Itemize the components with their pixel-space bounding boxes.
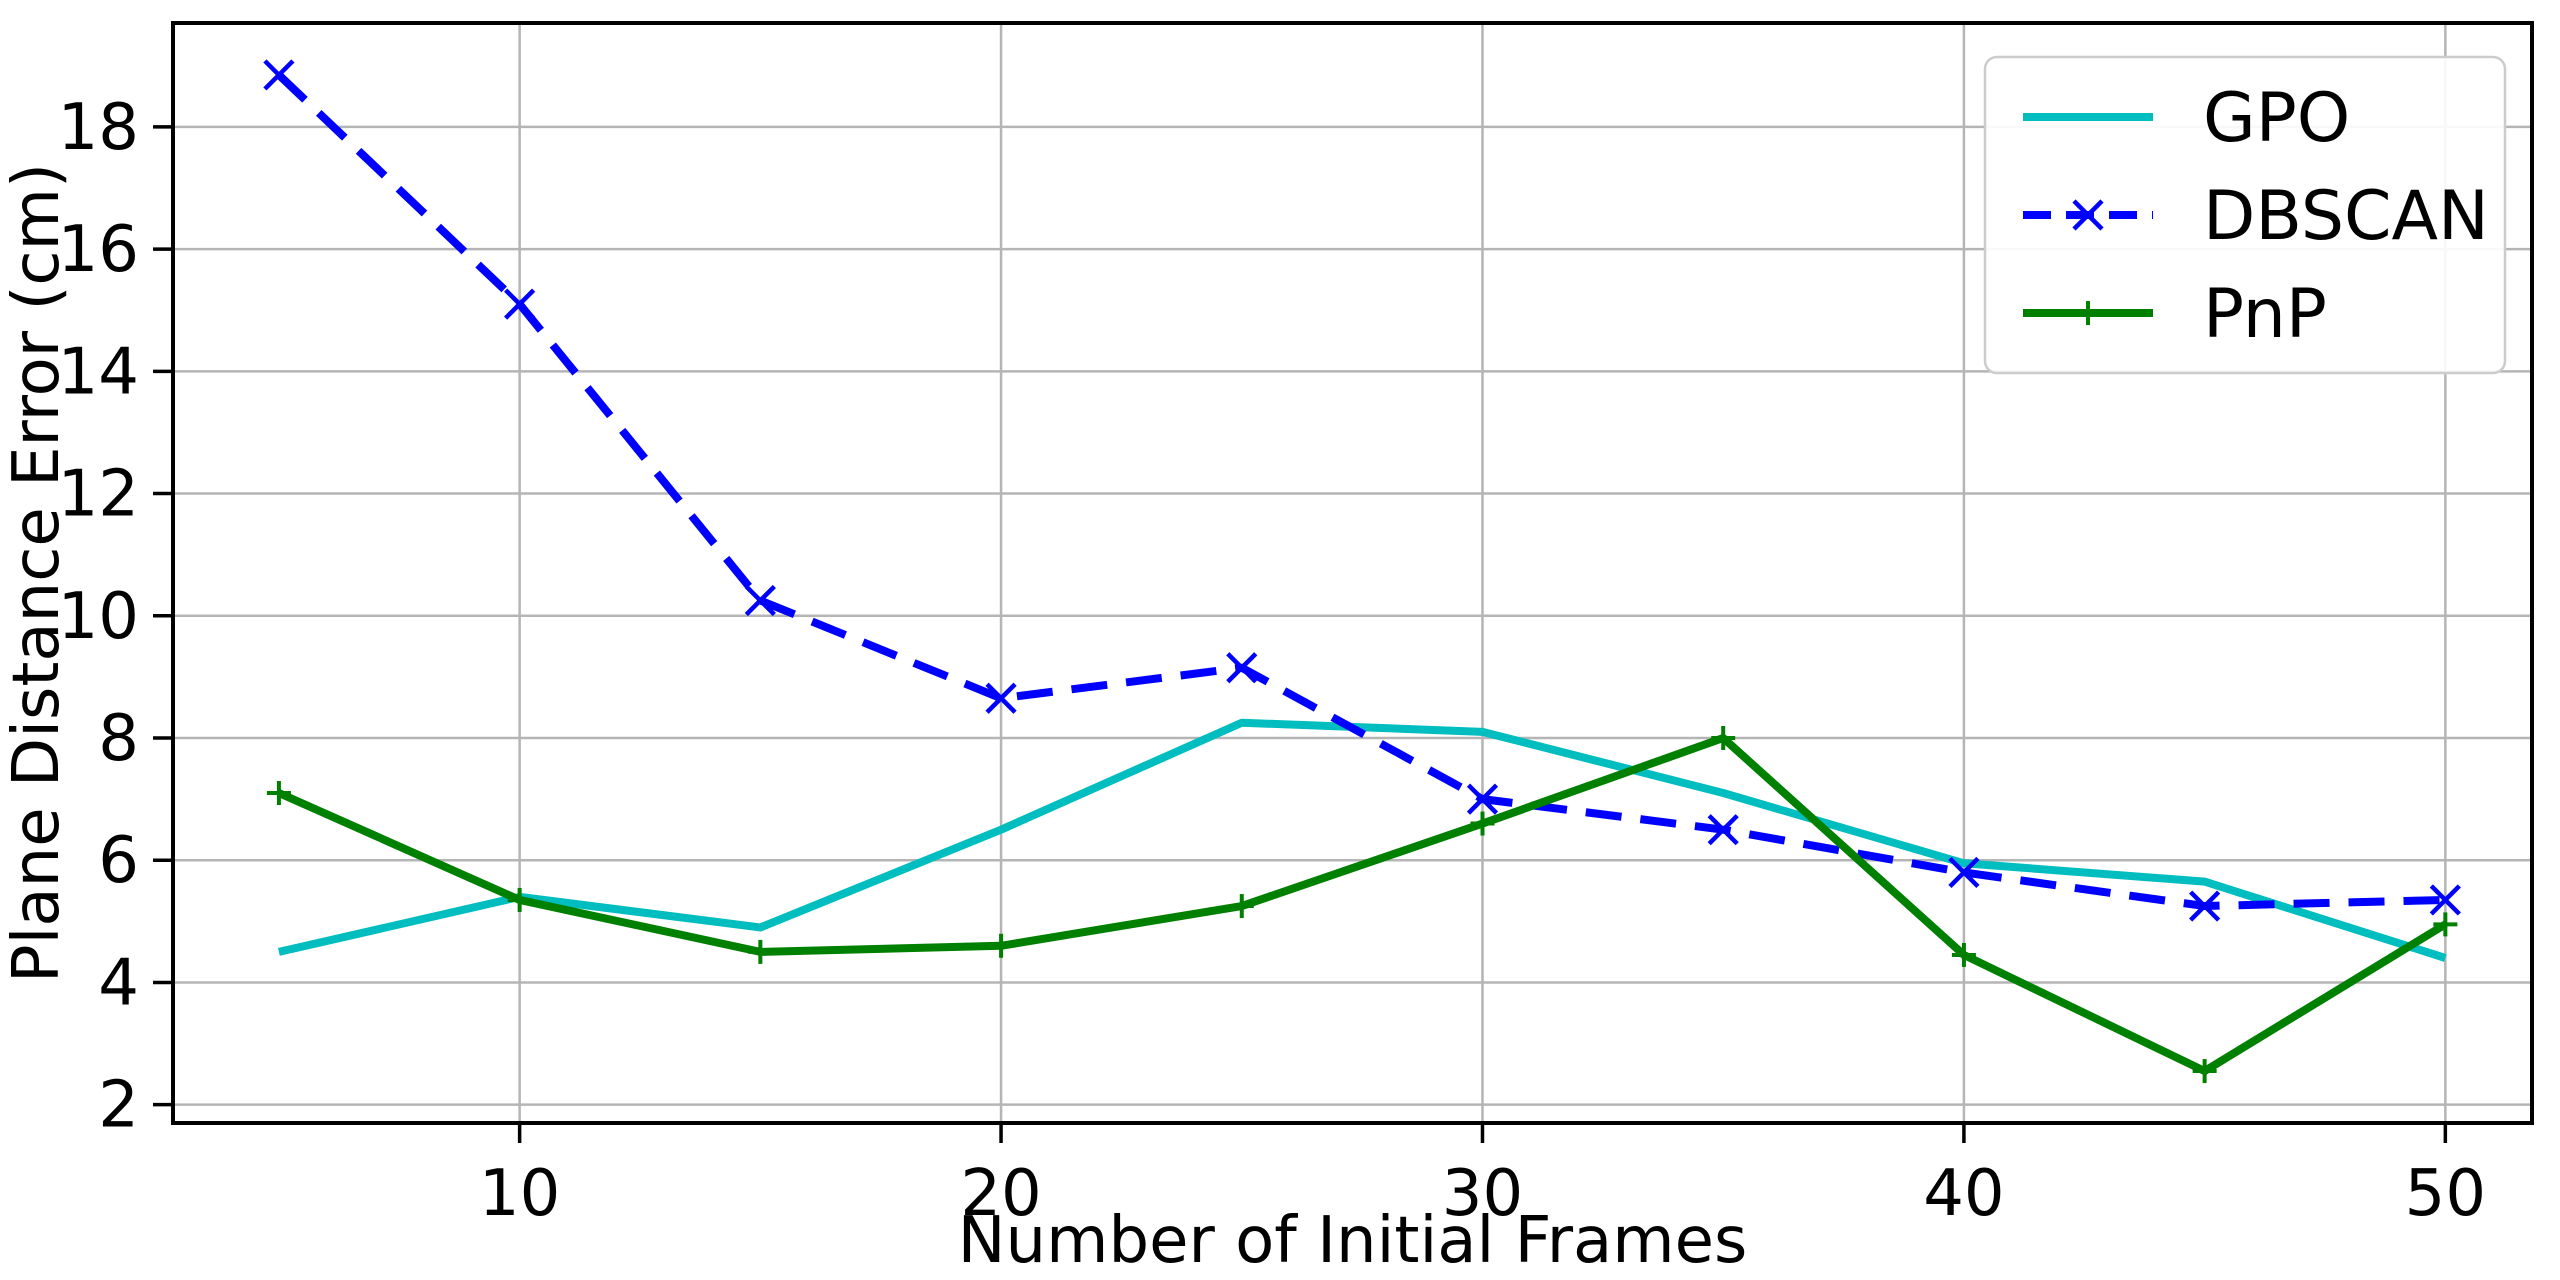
y-tick-label: 10 — [58, 580, 139, 654]
x-axis-title: Number of Initial Frames — [958, 1204, 1748, 1278]
legend-item-gpo: GPO — [2023, 79, 2350, 158]
data-point-marker-dbscan — [1466, 783, 1499, 815]
x-tick-label: 10 — [479, 1157, 560, 1231]
grid-layer — [173, 23, 2532, 1123]
x-tick-label: 40 — [1923, 1157, 2004, 1231]
y-tick-label: 8 — [98, 702, 139, 776]
y-tick-label: 12 — [58, 458, 139, 532]
y-tick-label: 6 — [98, 824, 139, 898]
legend-item-pnp: PnP — [2023, 275, 2327, 354]
legend-label: GPO — [2203, 79, 2350, 158]
y-tick-label: 2 — [98, 1069, 139, 1143]
y-tick-label: 4 — [98, 946, 139, 1020]
y-axis-title: Plane Distance Error (cm) — [0, 163, 74, 983]
data-point-marker-dbscan — [1707, 814, 1739, 846]
series-line-dbscan — [276, 72, 2446, 911]
x-tick-label: 30 — [1442, 1157, 1523, 1231]
tick-layer: 2 4 6 8 10 12 14 16 18 10 20 30 40 50 — [58, 91, 2486, 1231]
data-point-marker-dbscan — [2429, 884, 2461, 916]
series-gpo — [278, 718, 2447, 962]
series-layer — [263, 59, 2461, 1084]
data-point-marker-dbscan — [504, 288, 536, 320]
x-tick-label: 20 — [960, 1157, 1041, 1231]
y-tick-label: 16 — [58, 213, 139, 287]
legend-label: DBSCAN — [2203, 177, 2489, 256]
data-point-marker-dbscan — [985, 682, 1017, 714]
data-point-marker-dbscan — [2189, 890, 2221, 922]
series-line-pnp — [277, 734, 2448, 1076]
legend: GPO DBSCAN PnP — [1983, 55, 2507, 375]
legend-marker-sample — [2072, 199, 2104, 231]
y-tick-label: 18 — [58, 91, 139, 165]
plot-border — [171, 21, 2534, 1125]
series-pnp — [266, 726, 2458, 1084]
legend-label: PnP — [2203, 275, 2327, 354]
series-dbscan — [263, 59, 2461, 922]
data-point-marker-dbscan — [263, 59, 295, 91]
data-point-marker-dbscan — [1226, 652, 1258, 684]
data-point-marker-dbscan — [1948, 856, 1980, 889]
x-tick-label: 50 — [2405, 1157, 2486, 1231]
series-line-gpo — [278, 718, 2447, 962]
legend-item-dbscan: DBSCAN — [2023, 177, 2489, 256]
data-point-marker-dbscan — [744, 584, 776, 617]
legend-box — [1983, 55, 2507, 375]
y-tick-label: 14 — [58, 335, 139, 409]
